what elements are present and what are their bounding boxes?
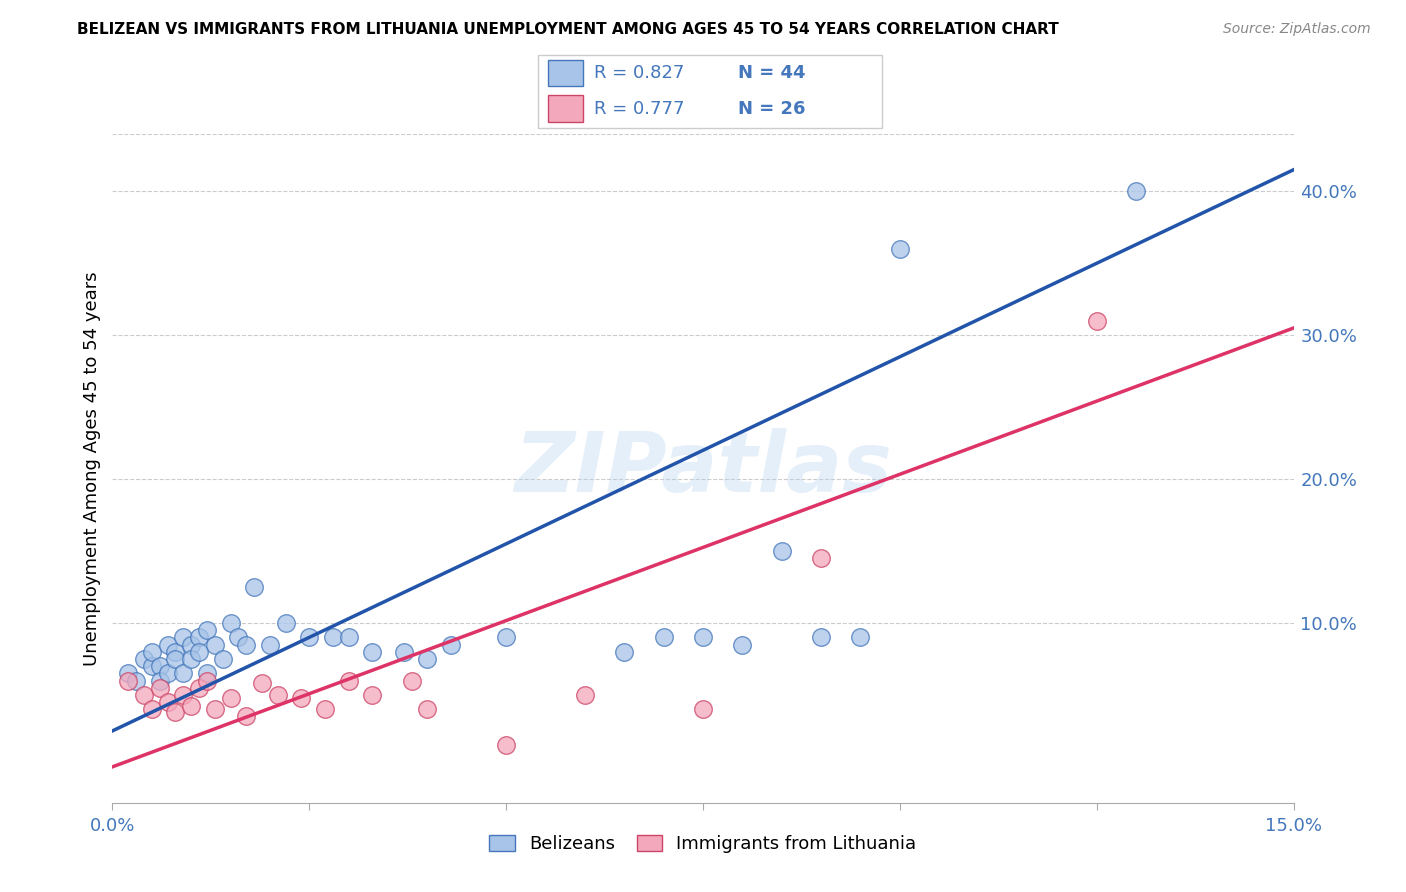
Y-axis label: Unemployment Among Ages 45 to 54 years: Unemployment Among Ages 45 to 54 years — [83, 271, 101, 665]
Point — [188, 681, 211, 695]
Point — [149, 673, 172, 688]
Point — [322, 631, 344, 645]
Point — [172, 688, 194, 702]
Point — [401, 673, 423, 688]
Point — [495, 738, 517, 752]
Point — [219, 615, 242, 630]
FancyBboxPatch shape — [537, 55, 883, 128]
Point — [849, 631, 872, 645]
Point — [290, 690, 312, 705]
Point — [314, 702, 336, 716]
Point — [156, 695, 179, 709]
Text: N = 44: N = 44 — [738, 64, 806, 82]
Point — [180, 652, 202, 666]
Point — [141, 702, 163, 716]
Point — [810, 631, 832, 645]
Point — [141, 645, 163, 659]
Point — [172, 666, 194, 681]
Point — [195, 623, 218, 637]
Text: R = 0.777: R = 0.777 — [593, 100, 685, 118]
Point — [692, 702, 714, 716]
Text: ZIPatlas: ZIPatlas — [515, 428, 891, 508]
Point — [361, 645, 384, 659]
Point — [416, 702, 439, 716]
Point — [211, 652, 233, 666]
Point — [440, 638, 463, 652]
Point — [243, 580, 266, 594]
Point — [235, 709, 257, 723]
Point — [165, 705, 187, 719]
Text: N = 26: N = 26 — [738, 100, 806, 118]
FancyBboxPatch shape — [548, 95, 583, 122]
Point — [149, 681, 172, 695]
Legend: Belizeans, Immigrants from Lithuania: Belizeans, Immigrants from Lithuania — [482, 828, 924, 861]
Point — [250, 676, 273, 690]
Point — [361, 688, 384, 702]
Point — [180, 638, 202, 652]
Point — [337, 673, 360, 688]
Point — [188, 631, 211, 645]
Point — [613, 645, 636, 659]
Point — [337, 631, 360, 645]
Point — [195, 666, 218, 681]
Text: R = 0.827: R = 0.827 — [593, 64, 685, 82]
Point — [141, 659, 163, 673]
Point — [392, 645, 415, 659]
Point — [274, 615, 297, 630]
Point — [1085, 314, 1108, 328]
Point — [298, 631, 321, 645]
Point — [156, 666, 179, 681]
Point — [416, 652, 439, 666]
Point — [132, 652, 155, 666]
Point — [156, 638, 179, 652]
Point — [204, 638, 226, 652]
Point — [132, 688, 155, 702]
Point — [188, 645, 211, 659]
Point — [204, 702, 226, 716]
Point — [235, 638, 257, 652]
Point — [574, 688, 596, 702]
FancyBboxPatch shape — [548, 60, 583, 87]
Point — [165, 645, 187, 659]
Point — [117, 673, 139, 688]
Point — [1125, 185, 1147, 199]
Point — [172, 631, 194, 645]
Point — [652, 631, 675, 645]
Point — [259, 638, 281, 652]
Point — [165, 652, 187, 666]
Point — [889, 242, 911, 256]
Point — [692, 631, 714, 645]
Point — [228, 631, 250, 645]
Text: Source: ZipAtlas.com: Source: ZipAtlas.com — [1223, 22, 1371, 37]
Point — [495, 631, 517, 645]
Point — [267, 688, 290, 702]
Point — [149, 659, 172, 673]
Point — [770, 544, 793, 558]
Point — [180, 699, 202, 714]
Point — [195, 673, 218, 688]
Point — [117, 666, 139, 681]
Point — [219, 690, 242, 705]
Point — [731, 638, 754, 652]
Point — [125, 673, 148, 688]
Point — [810, 551, 832, 566]
Text: BELIZEAN VS IMMIGRANTS FROM LITHUANIA UNEMPLOYMENT AMONG AGES 45 TO 54 YEARS COR: BELIZEAN VS IMMIGRANTS FROM LITHUANIA UN… — [77, 22, 1059, 37]
